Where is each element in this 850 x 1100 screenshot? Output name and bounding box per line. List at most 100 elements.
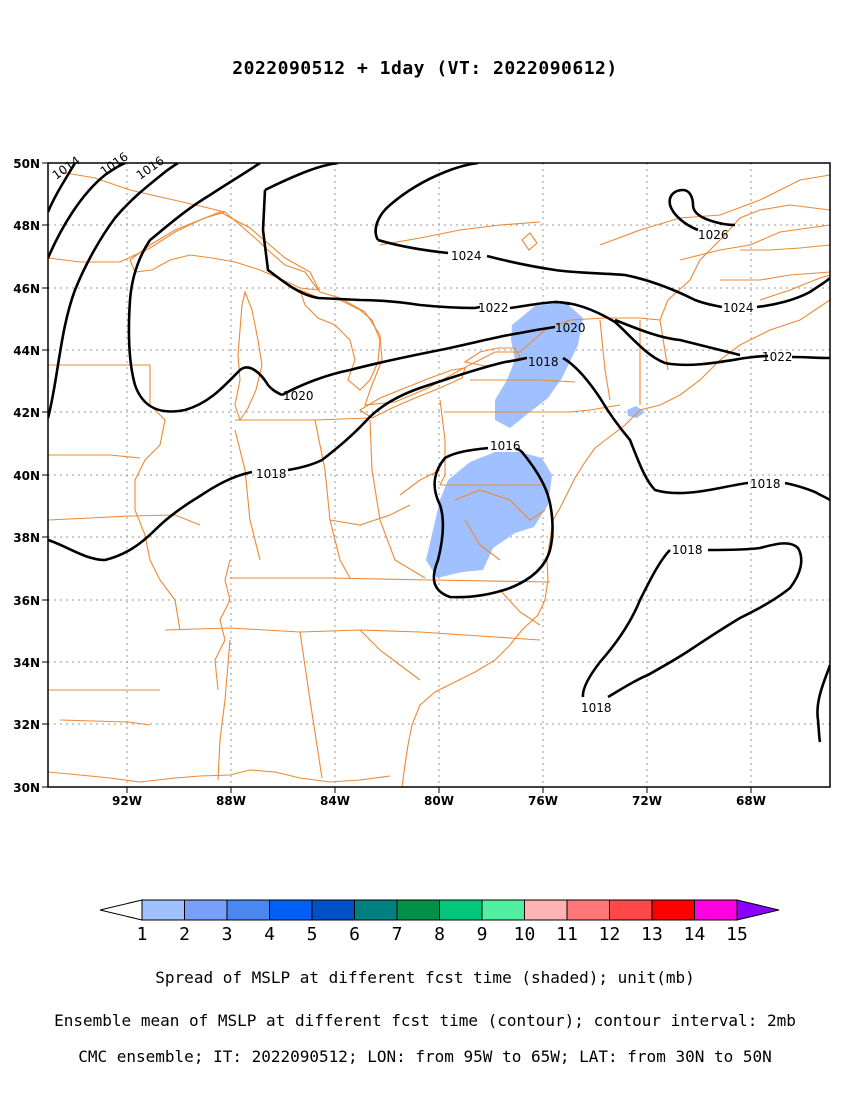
nova-scotia — [759, 274, 830, 301]
x-tick-label: 88W — [216, 794, 246, 808]
contour-1020-long — [128, 163, 830, 367]
colorbar-tick-label: 3 — [222, 924, 233, 945]
colorbar-box — [609, 899, 653, 921]
state-line-8 — [217, 639, 231, 781]
state-line-9 — [299, 631, 323, 779]
y-tick-label: 42N — [13, 406, 40, 420]
contour-1024 — [374, 163, 830, 309]
colorbar-left-arrow — [99, 899, 143, 921]
y-tick-label: 50N — [13, 157, 40, 171]
contour-label: 1018 — [256, 467, 287, 481]
contour-1020-w — [127, 299, 283, 413]
state-line-17 — [659, 319, 669, 371]
y-tick-label: 34N — [13, 656, 40, 670]
colorbar-box — [524, 899, 568, 921]
colorbar-tick-label: 8 — [434, 924, 445, 945]
colorbar-box — [566, 899, 610, 921]
contour-1026 — [668, 188, 736, 232]
y-tick-label: 40N — [13, 469, 40, 483]
state-line-23 — [329, 504, 411, 526]
lake-nipigon — [521, 232, 538, 251]
y-tick-label: 38N — [13, 531, 40, 545]
colorbar-box — [481, 899, 525, 921]
colorbar-tick-label: 1 — [137, 924, 148, 945]
colorbar-box — [694, 899, 738, 921]
colorbar-box — [226, 899, 270, 921]
colorbar-tick-label: 5 — [307, 924, 318, 945]
colorbar-tick-label: 7 — [392, 924, 403, 945]
colorbar-box — [651, 899, 695, 921]
colorbar-tick-label: 13 — [641, 924, 663, 945]
y-tick-label: 48N — [13, 219, 40, 233]
canada-east — [599, 174, 830, 246]
y-tick-label: 30N — [13, 781, 40, 795]
contour-1018-east — [562, 356, 830, 502]
colorbar-tick-label: 6 — [349, 924, 360, 945]
canada-misc-1 — [740, 244, 830, 251]
contour-1020-lakes — [281, 325, 556, 397]
state-line-20 — [454, 489, 546, 521]
tick-marks — [42, 162, 752, 793]
colorbar-tick-label: 10 — [514, 924, 536, 945]
canada-us-border — [48, 204, 830, 406]
contour-1022-ne — [554, 300, 741, 357]
contour-1014 — [48, 163, 77, 213]
contour-labels: 1014 1016 1016 1018 1018 1018 1018 1018 … — [50, 149, 793, 715]
contour-label: 1026 — [698, 228, 729, 242]
colorbar-tick-label: 11 — [556, 924, 578, 945]
colorbar-box — [184, 899, 228, 921]
state-line-15 — [599, 319, 611, 401]
colorbar-box — [439, 899, 483, 921]
state-line-12 — [439, 399, 545, 486]
colorbar-box — [396, 899, 440, 921]
x-tick-label: 80W — [424, 794, 454, 808]
contour-label: 1018 — [750, 477, 781, 491]
contour-label: 1018 — [528, 355, 559, 369]
colorbar-box — [141, 899, 185, 921]
colorbar-box — [354, 899, 398, 921]
x-tick-label: 76W — [528, 794, 558, 808]
y-tick-label: 46N — [13, 282, 40, 296]
state-line-6 — [230, 577, 551, 583]
state-line-3 — [235, 419, 351, 579]
state-line-24 — [499, 589, 541, 626]
colorbar-tick-label: 15 — [726, 924, 748, 945]
contour-1016-nw — [48, 163, 126, 259]
y-tick-label: 44N — [13, 344, 40, 358]
colorbar-tick-label: 4 — [264, 924, 275, 945]
x-tick-label: 72W — [632, 794, 662, 808]
colorbar-tick-label: 14 — [684, 924, 706, 945]
contour-label: 1018 — [672, 543, 703, 557]
colorbar-tick-label: 2 — [179, 924, 190, 945]
spread-region-ma — [627, 406, 645, 418]
contour-label: 1022 — [762, 350, 793, 364]
ms-river — [214, 559, 231, 691]
contour-east-edge — [816, 664, 830, 743]
spread-region-ohio-valley — [426, 452, 552, 578]
y-axis-labels: 50N 48N 46N 44N 42N 40N 38N 36N 34N 32N … — [13, 157, 40, 795]
page-title: 2022090512 + 1day (VT: 2022090612) — [232, 58, 618, 79]
colorbar-tick-label: 9 — [477, 924, 488, 945]
state-line-25 — [359, 629, 421, 681]
contour-label: 1024 — [451, 249, 482, 263]
caption-spread: Spread of MSLP at different fcst time (s… — [155, 968, 695, 987]
state-line-4 — [314, 417, 371, 421]
state-line-21 — [464, 519, 501, 561]
state-line-11 — [59, 719, 151, 726]
contour-1018-ocean — [581, 542, 803, 699]
canada-misc-2 — [720, 271, 830, 281]
state-line-19 — [234, 429, 261, 561]
contour-label: 1022 — [478, 301, 509, 315]
colorbar-right-arrow — [736, 899, 780, 921]
colorbar-box — [269, 899, 313, 921]
mslp-contours — [48, 163, 830, 743]
contour-label: 1018 — [581, 701, 612, 715]
contour-label: 1024 — [723, 301, 754, 315]
state-line-18 — [48, 514, 201, 526]
gulf-coast — [48, 769, 391, 783]
contour-label: 1020 — [555, 321, 586, 335]
contour-1016-ohio — [432, 446, 554, 599]
contour-1018-south — [48, 356, 528, 562]
